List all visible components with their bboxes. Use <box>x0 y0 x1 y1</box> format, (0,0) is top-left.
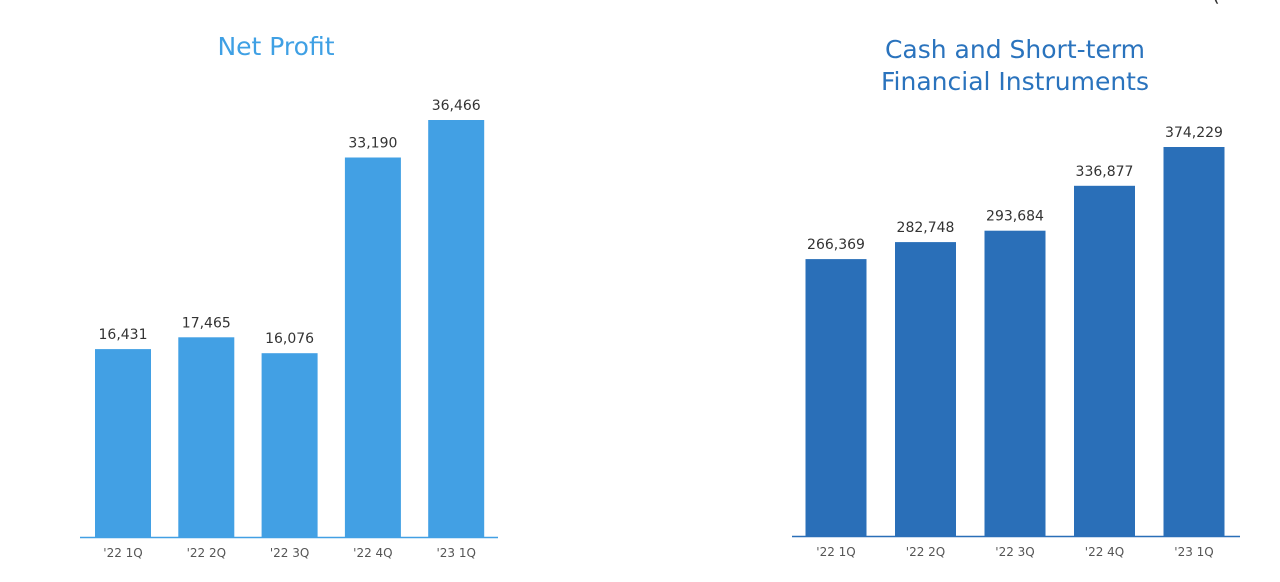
net-profit-value-label: 16,076 <box>265 331 314 347</box>
cash-title: Cash and Short-term Financial Instrument… <box>881 35 1149 96</box>
net-profit-category-label: '22 2Q <box>187 546 226 560</box>
net-profit-category-label: '22 3Q <box>270 546 309 560</box>
corner-mark: ( <box>1212 0 1220 6</box>
cash-chart: 266,369 '22 1Q 282,748 '22 2Q 293,684 '22 3Q 3… <box>792 125 1240 559</box>
cash-bar <box>805 259 867 536</box>
cash-value-label: 282,748 <box>897 220 955 236</box>
cash-bar <box>984 230 1046 536</box>
cash-category-label: '22 4Q <box>1085 545 1124 559</box>
net-profit-chart: 16,431 '22 1Q 17,465 '22 2Q 16,076 '22 3Q 33,1… <box>80 98 498 560</box>
net-profit-value-label: 16,431 <box>99 327 148 343</box>
cash-value-label: 293,684 <box>986 209 1044 225</box>
net-profit-title: Net Profit <box>217 32 335 61</box>
cash-value-label: 266,369 <box>807 237 865 253</box>
net-profit-bar <box>344 157 401 537</box>
net-profit-category-label: '22 1Q <box>103 546 142 560</box>
net-profit-bar <box>428 120 485 537</box>
cash-value-label: 374,229 <box>1165 125 1223 141</box>
net-profit-category-label: '22 4Q <box>353 546 392 560</box>
cash-bar <box>1163 147 1225 536</box>
cash-category-label: '22 3Q <box>995 545 1034 559</box>
net-profit-value-label: 17,465 <box>182 315 231 331</box>
cash-category-label: '22 1Q <box>816 545 855 559</box>
cash-bar <box>1074 185 1135 537</box>
net-profit-bar <box>261 353 318 537</box>
net-profit-value-label: 33,190 <box>348 136 397 152</box>
cash-value-label: 336,877 <box>1076 164 1134 180</box>
cash-category-label: '22 2Q <box>906 545 945 559</box>
net-profit-value-label: 36,466 <box>432 98 481 114</box>
net-profit-bar <box>178 337 235 537</box>
cash-bar <box>895 242 956 536</box>
cash-category-label: '23 1Q <box>1174 545 1213 559</box>
net-profit-category-label: '23 1Q <box>436 546 475 560</box>
net-profit-bar <box>95 349 151 537</box>
